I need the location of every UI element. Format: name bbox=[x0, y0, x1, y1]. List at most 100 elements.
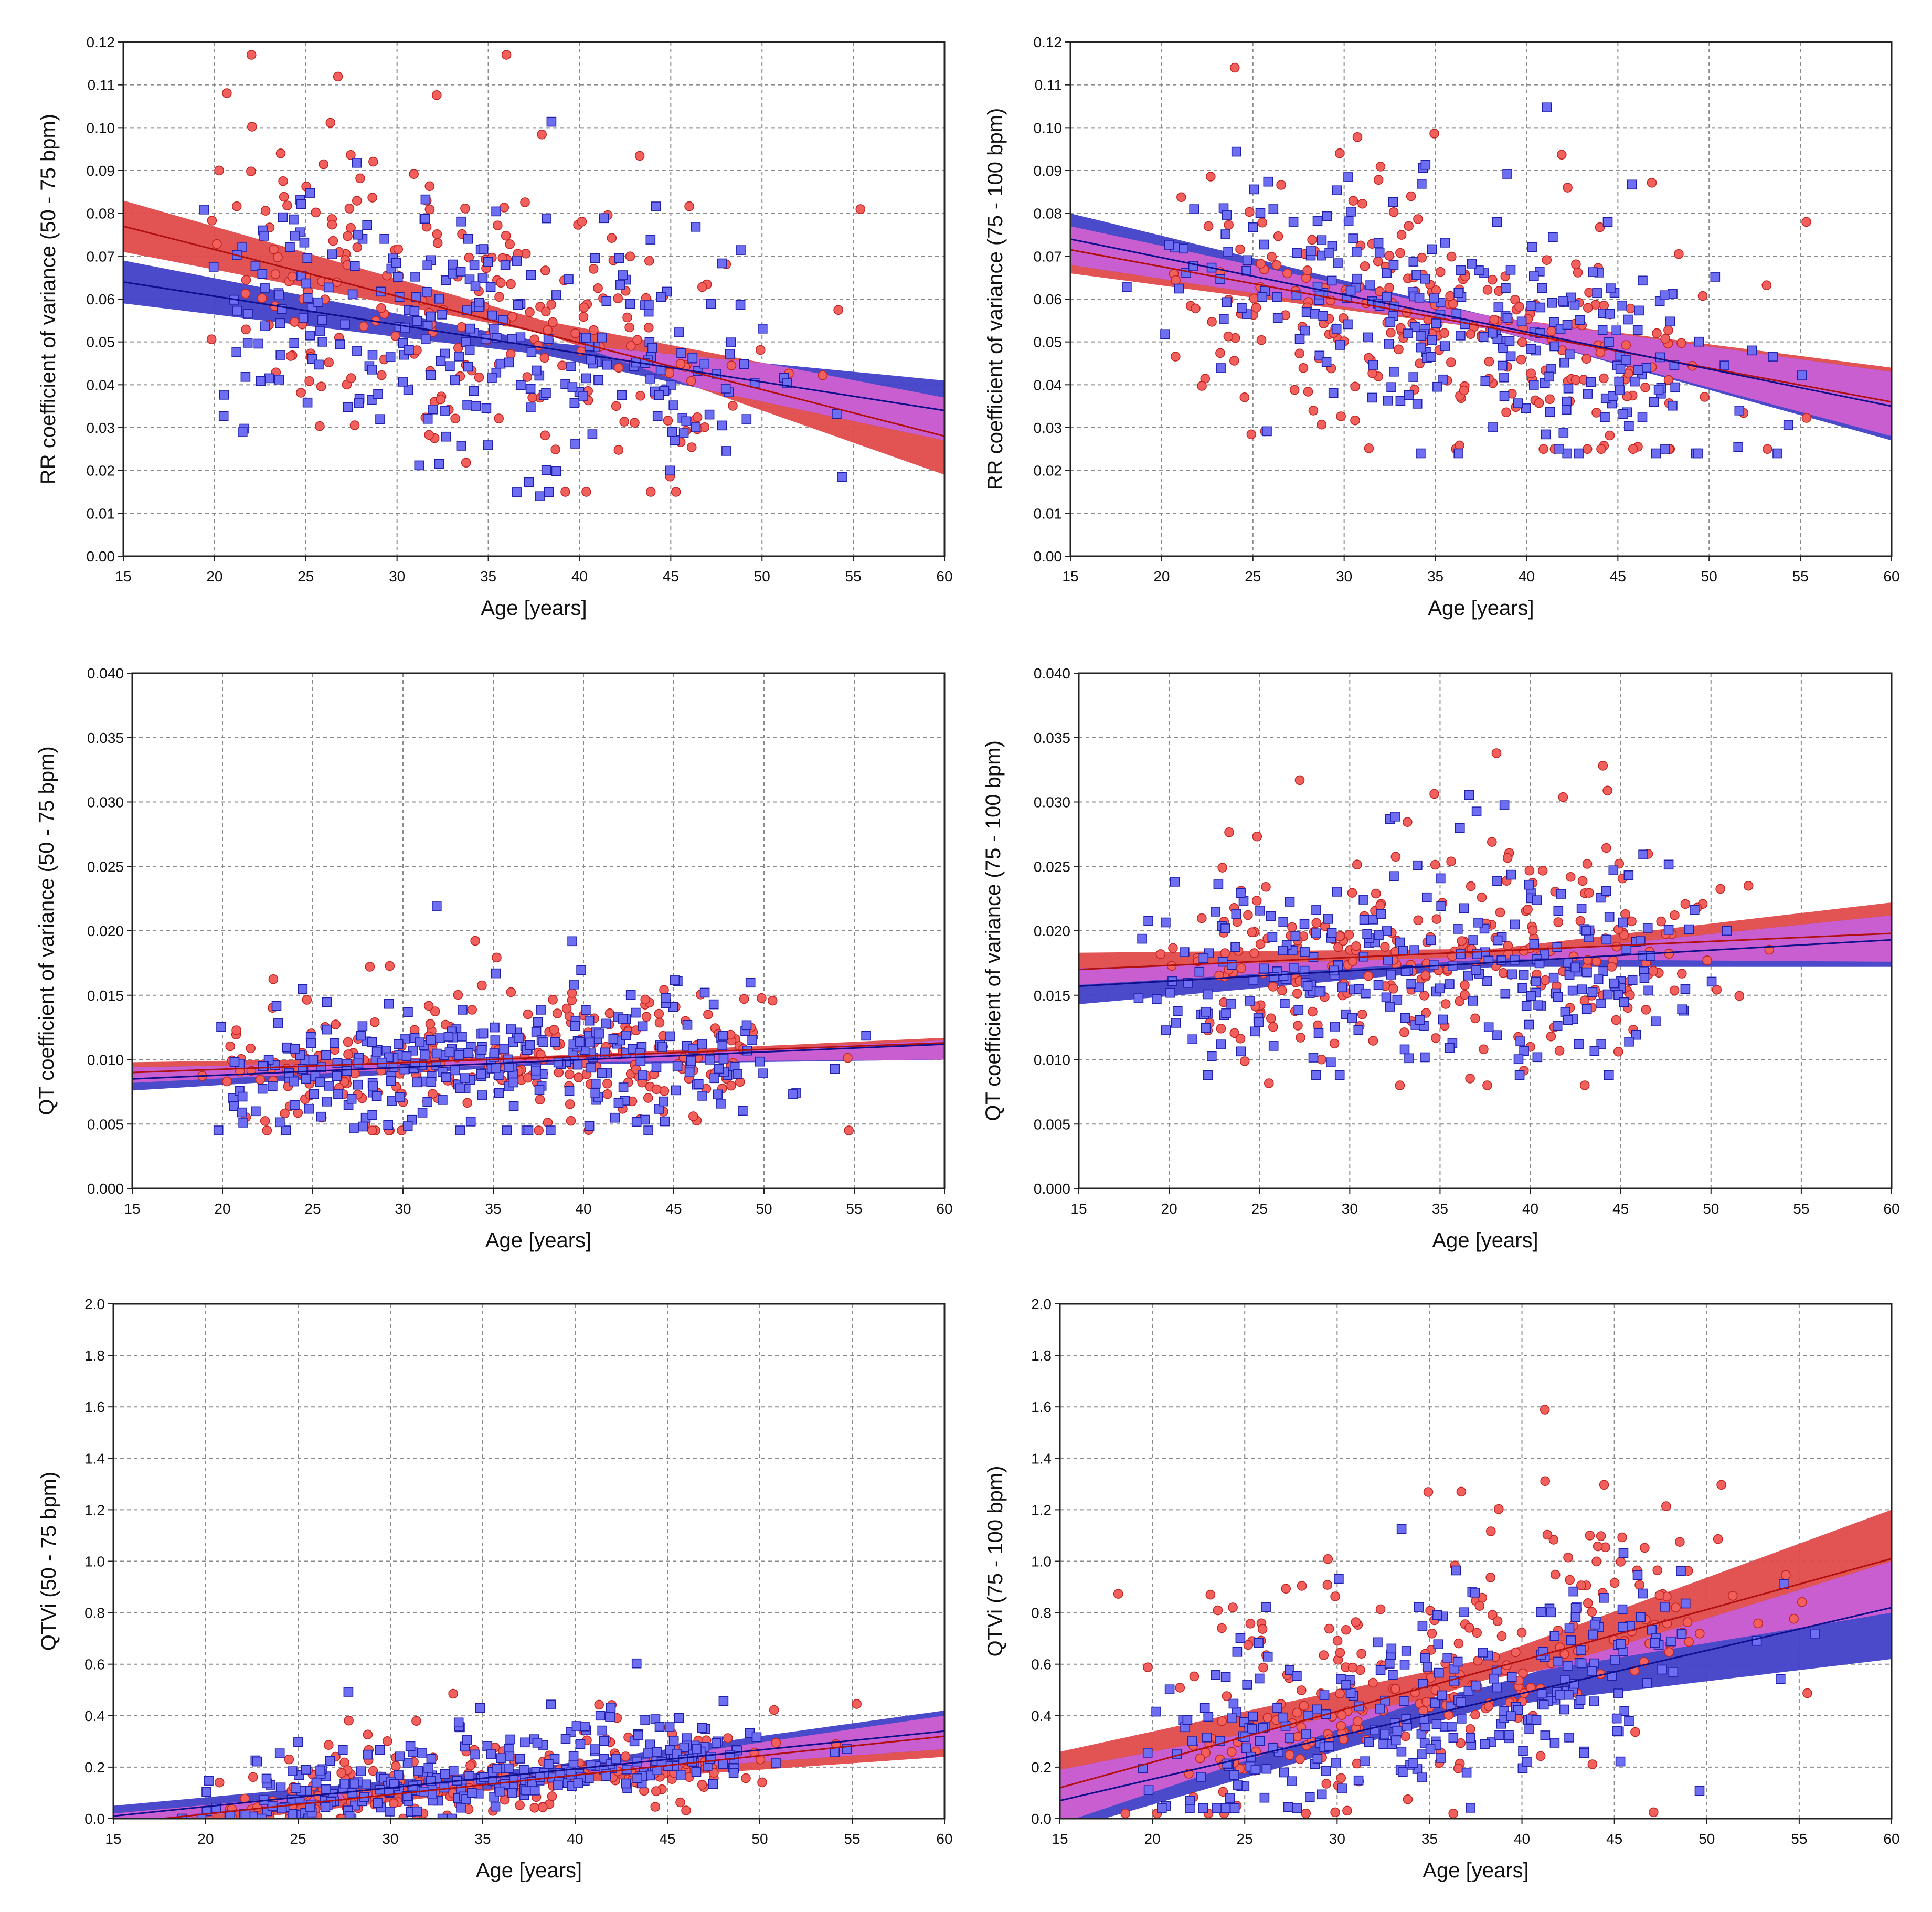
female-point bbox=[358, 321, 369, 332]
male-point bbox=[1659, 290, 1670, 301]
male-point bbox=[1478, 332, 1489, 342]
female-point bbox=[382, 1736, 392, 1746]
male-point bbox=[491, 206, 501, 217]
male-points bbox=[1122, 102, 1807, 459]
male-point bbox=[1285, 897, 1295, 907]
y-tick-label: 0.04 bbox=[1034, 377, 1063, 393]
male-point bbox=[632, 1773, 642, 1783]
female-point bbox=[1605, 430, 1615, 441]
male-point bbox=[1242, 255, 1252, 265]
female-point bbox=[625, 251, 635, 262]
female-point bbox=[1289, 385, 1300, 395]
female-point bbox=[1489, 314, 1499, 325]
female-point bbox=[1235, 1034, 1246, 1044]
female-regression-line bbox=[154, 1735, 944, 1819]
male-point bbox=[1312, 1704, 1322, 1715]
male-point bbox=[704, 409, 715, 420]
male-point bbox=[1548, 972, 1559, 983]
male-point bbox=[526, 270, 536, 280]
male-point bbox=[1570, 962, 1580, 973]
female-point bbox=[1352, 1758, 1362, 1769]
male-point bbox=[584, 1015, 595, 1026]
male-point bbox=[384, 999, 394, 1009]
female-point bbox=[1634, 1580, 1644, 1590]
male-point bbox=[229, 1057, 240, 1067]
female-point bbox=[1492, 1616, 1503, 1626]
male-point bbox=[1420, 1052, 1430, 1063]
male-point bbox=[1228, 1698, 1239, 1709]
y-tick-labels: 0.00.20.40.60.81.01.21.41.61.82.0 bbox=[84, 1296, 113, 1827]
male-point bbox=[524, 477, 534, 487]
female-point bbox=[1418, 1706, 1428, 1716]
female-point bbox=[1630, 1727, 1640, 1737]
female-point bbox=[726, 360, 737, 370]
female-point bbox=[613, 363, 624, 373]
female-point bbox=[1524, 865, 1535, 876]
male-point bbox=[1515, 1036, 1525, 1046]
male-point bbox=[1471, 1680, 1481, 1691]
female-point bbox=[1360, 261, 1370, 271]
male-point bbox=[605, 1712, 615, 1722]
female-point bbox=[1297, 1685, 1307, 1695]
female-point bbox=[1406, 191, 1416, 201]
female-point bbox=[1375, 286, 1385, 296]
male-point bbox=[1161, 917, 1171, 928]
male-point bbox=[431, 1060, 442, 1070]
male-point bbox=[1180, 947, 1190, 957]
female-point bbox=[1465, 1074, 1475, 1084]
female-point bbox=[1563, 1553, 1573, 1563]
male-point bbox=[1457, 1714, 1467, 1724]
x-tick-label: 20 bbox=[206, 568, 222, 585]
male-point bbox=[1386, 382, 1396, 392]
male-points bbox=[213, 901, 871, 1135]
female-point bbox=[1368, 1036, 1378, 1046]
female-point bbox=[1477, 1592, 1488, 1603]
female-point bbox=[651, 1084, 662, 1095]
male-point bbox=[335, 339, 345, 349]
female-point bbox=[1293, 1021, 1303, 1031]
male-point bbox=[1615, 364, 1626, 374]
y-axis-title: QTVi (50 - 75 bpm) bbox=[37, 1472, 60, 1651]
male-point bbox=[1710, 272, 1721, 282]
female-point bbox=[343, 231, 353, 241]
male-point bbox=[1618, 409, 1628, 419]
male-point bbox=[1463, 970, 1473, 981]
male-point bbox=[644, 300, 654, 310]
male-point bbox=[420, 334, 431, 345]
male-point bbox=[1637, 412, 1648, 422]
male-point bbox=[1447, 1722, 1457, 1732]
male-point bbox=[1383, 395, 1393, 406]
x-tick-label: 35 bbox=[480, 568, 496, 585]
male-point bbox=[489, 323, 499, 334]
male-point bbox=[454, 1050, 464, 1060]
male-point bbox=[514, 1033, 524, 1043]
female-point bbox=[1591, 1556, 1601, 1567]
male-point bbox=[1563, 1661, 1573, 1671]
male-point bbox=[1254, 1638, 1264, 1648]
female-point bbox=[686, 376, 696, 386]
male-point bbox=[652, 411, 663, 421]
male-point bbox=[1694, 336, 1704, 347]
male-point bbox=[1589, 1046, 1600, 1056]
x-tick-label: 25 bbox=[304, 1201, 321, 1217]
male-point bbox=[1420, 273, 1430, 284]
male-point bbox=[487, 373, 497, 383]
male-point bbox=[599, 1736, 609, 1746]
female-point bbox=[1191, 303, 1201, 314]
male-point bbox=[720, 384, 731, 394]
male-point bbox=[1262, 1652, 1273, 1662]
female-point bbox=[1577, 876, 1588, 886]
male-point bbox=[465, 323, 475, 334]
male-point bbox=[1633, 365, 1643, 375]
male-point bbox=[656, 292, 666, 302]
male-point bbox=[1615, 385, 1625, 396]
male-point bbox=[1677, 1004, 1687, 1014]
male-point bbox=[1524, 879, 1534, 890]
male-point bbox=[1456, 331, 1466, 341]
female-point bbox=[240, 289, 251, 299]
male-point bbox=[1494, 1730, 1504, 1740]
male-point bbox=[296, 199, 306, 209]
male-point bbox=[1317, 235, 1327, 246]
male-point bbox=[467, 1788, 477, 1798]
male-point bbox=[1506, 1711, 1516, 1721]
